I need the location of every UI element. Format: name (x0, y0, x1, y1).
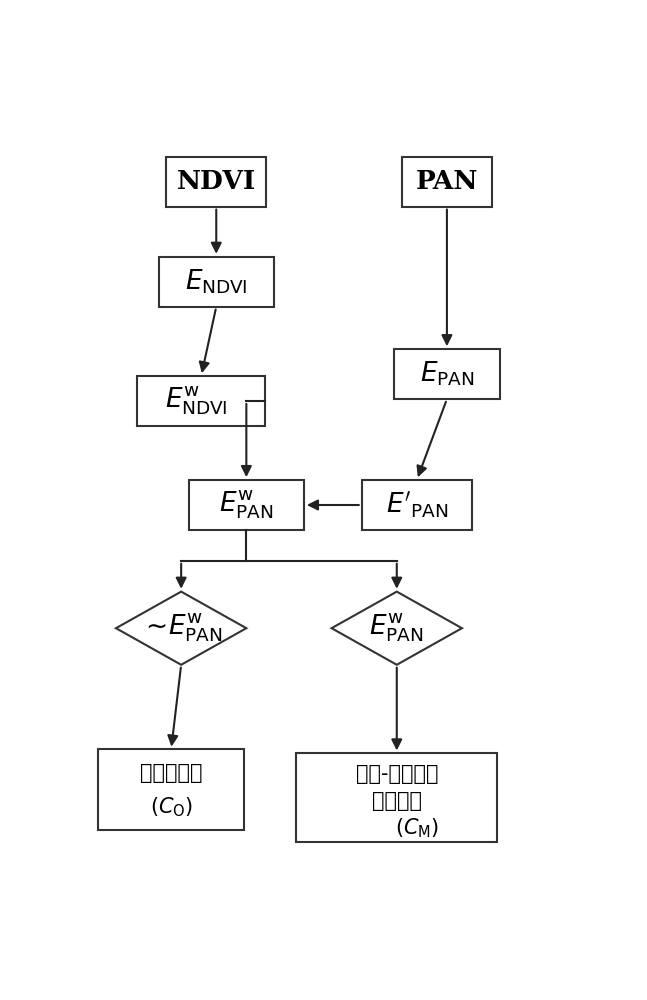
Bar (296, 753, 497, 842)
Bar (166, 157, 267, 207)
Text: $E^{\rm w}_{\rm PAN}$: $E^{\rm w}_{\rm PAN}$ (369, 612, 424, 644)
Bar (137, 376, 265, 426)
Text: 植被-非植被混: 植被-非植被混 (355, 764, 438, 784)
Text: NDVI: NDVI (177, 169, 256, 194)
Bar (98, 749, 244, 830)
Polygon shape (332, 592, 462, 665)
Polygon shape (116, 592, 247, 665)
Text: PAN: PAN (416, 169, 478, 194)
Text: $E_{\rm PAN}$: $E_{\rm PAN}$ (420, 360, 474, 388)
Bar (394, 349, 499, 399)
Bar (402, 157, 492, 207)
Text: $E'_{\rm PAN}$: $E'_{\rm PAN}$ (386, 490, 448, 520)
Bar (362, 480, 472, 530)
Text: $E^{\rm w}_{\rm PAN}$: $E^{\rm w}_{\rm PAN}$ (219, 489, 274, 521)
Text: 其它亚像元: 其它亚像元 (140, 763, 203, 783)
Text: ($C_{\rm O}$): ($C_{\rm O}$) (149, 795, 193, 819)
Text: 合亚像元: 合亚像元 (372, 791, 422, 811)
Text: $E_{\rm NDVI}$: $E_{\rm NDVI}$ (185, 267, 248, 296)
Bar (189, 480, 304, 530)
Text: $E^{\rm w}_{\rm NDVI}$: $E^{\rm w}_{\rm NDVI}$ (165, 385, 228, 417)
Text: $\sim\!E^{\rm w}_{\rm PAN}$: $\sim\!E^{\rm w}_{\rm PAN}$ (140, 612, 223, 644)
Text: ($C_{\rm M}$): ($C_{\rm M}$) (395, 817, 439, 840)
Bar (159, 257, 274, 307)
